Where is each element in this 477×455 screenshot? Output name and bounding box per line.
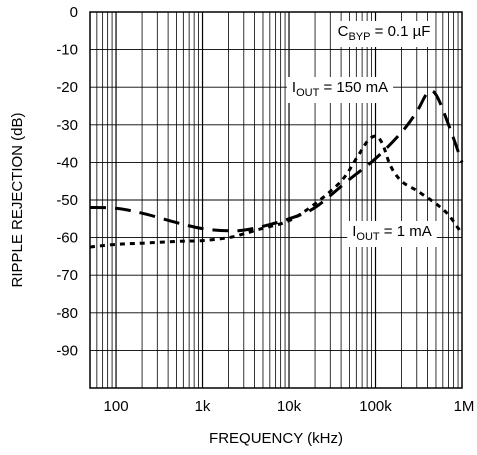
series-label-150ma: IOUT = 150 mA: [286, 77, 394, 103]
series-line-1ma: [89, 134, 464, 249]
svg-text:CBYP = 0.1 µF: CBYP = 0.1 µF: [338, 23, 431, 43]
y-tick-label: -50: [56, 192, 78, 209]
x-tick-label: 100: [104, 398, 129, 415]
x-tick-label: 10k: [277, 398, 302, 415]
y-tick-label: -80: [56, 305, 78, 322]
y-tick-label: -60: [56, 230, 78, 247]
y-axis-title: RIPPLE REJECTION (dB): [9, 112, 26, 287]
condition-label: CBYP = 0.1 µF: [332, 21, 436, 47]
x-tick-labels: 100 1k 10k 100k 1M: [104, 398, 475, 415]
y-tick-label: 0: [70, 4, 78, 21]
annotations: CBYP = 0.1 µF IOUT = 150 mA IOUT = 1 mA: [286, 21, 437, 247]
x-tick-label: 100k: [359, 398, 392, 415]
series-line-150ma: [89, 89, 464, 233]
series-label-1ma: IOUT = 1 mA: [347, 221, 437, 247]
y-tick-label: -40: [56, 154, 78, 171]
y-tick-labels: 0 -10 -20 -30 -40 -50 -60 -70 -80 -90: [56, 4, 78, 359]
y-tick-label: -90: [56, 342, 78, 359]
x-tick-label: 1k: [195, 398, 211, 415]
y-tick-label: -10: [56, 42, 78, 59]
svg-text:IOUT = 150 mA: IOUT = 150 mA: [292, 79, 388, 99]
plot-frame: [89, 11, 463, 389]
x-tick-label: 1M: [454, 398, 475, 415]
svg-text:IOUT = 1 mA: IOUT = 1 mA: [352, 223, 432, 243]
x-axis-title: FREQUENCY (kHz): [209, 430, 343, 447]
plot-grid: [90, 12, 462, 388]
y-tick-label: -20: [56, 79, 78, 96]
series-lines: [89, 89, 464, 249]
y-tick-label: -70: [56, 267, 78, 284]
y-tick-label: -30: [56, 117, 78, 134]
